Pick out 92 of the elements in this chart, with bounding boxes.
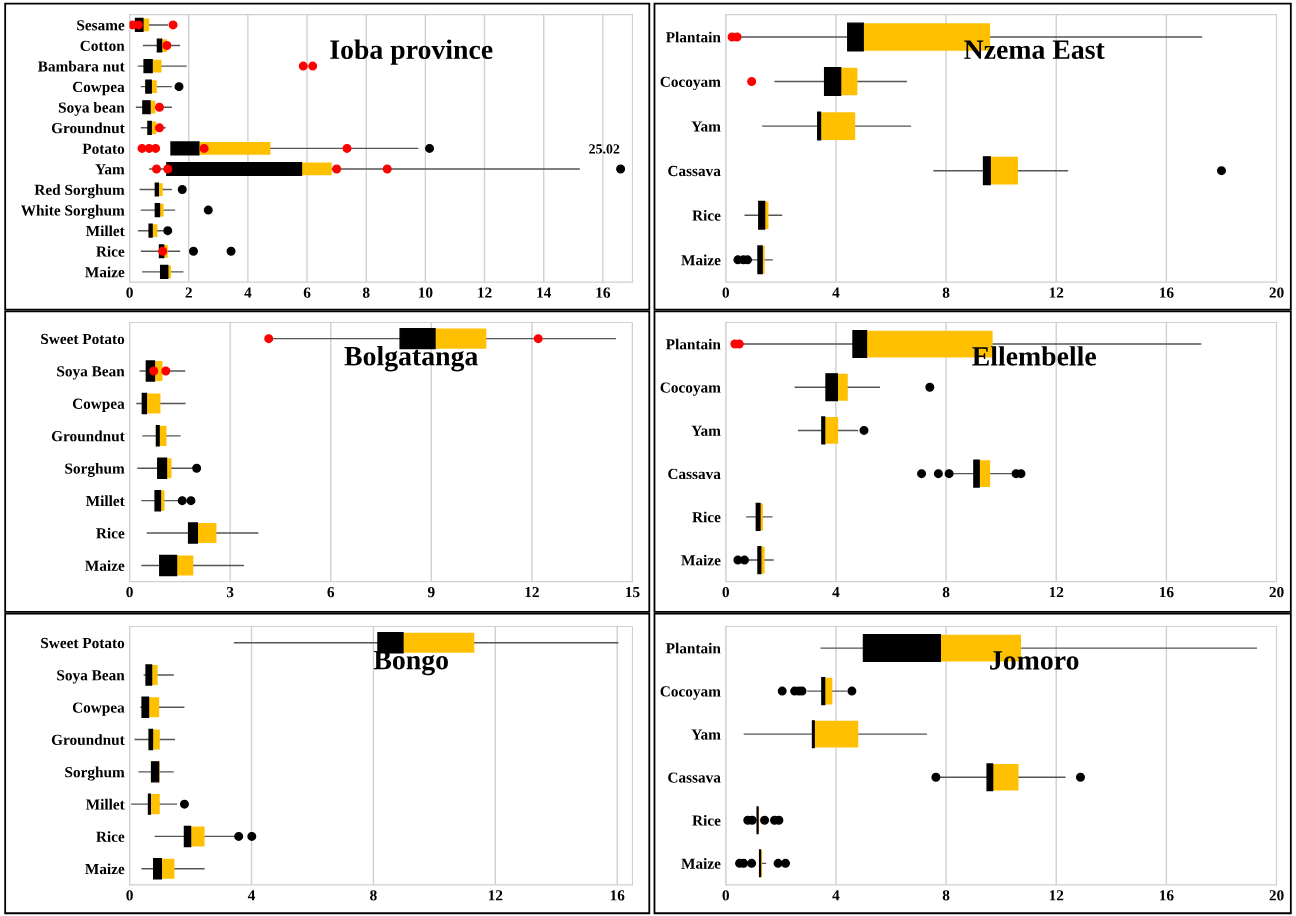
y-tick-label: Plantain	[665, 642, 721, 654]
y-tick-label: Soya bean	[58, 101, 125, 116]
x-tick-label: 6	[303, 287, 311, 298]
y-tick-label: Cassava	[668, 468, 721, 480]
y-tick-label: Cocoyam	[660, 76, 721, 91]
x-tick-label: 4	[832, 587, 840, 598]
y-tick-label: Cowpea	[72, 81, 125, 96]
x-tick-label: 12	[1049, 587, 1064, 598]
x-tick-label: 8	[362, 287, 370, 298]
text: Ellembelle	[972, 346, 1096, 366]
x-tick-label: 0	[126, 287, 133, 298]
x-tick-label: 16	[596, 287, 611, 298]
text: Jomoro	[990, 651, 1079, 670]
y-tick-label: Rice	[692, 511, 721, 523]
x-tick-label: 4	[244, 287, 252, 298]
x-tick-label: 12	[478, 287, 492, 298]
y-tick-label: Rice	[96, 831, 125, 842]
y-tick-label: Sweet Potato	[41, 333, 125, 345]
y-tick-label: Maize	[681, 858, 721, 869]
y-tick-label: Groundnut	[51, 430, 125, 442]
x-tick-label: 20	[1269, 287, 1284, 298]
y-tick-label: Cassava	[668, 772, 721, 783]
x-tick-label: 16	[1159, 890, 1174, 901]
y-tick-label: Yam	[691, 121, 721, 132]
y-tick-label: Yam	[691, 729, 721, 740]
y-tick-label: Yam	[691, 425, 721, 436]
x-tick-label: 14	[537, 287, 552, 298]
y-tick-label: Maize	[681, 254, 721, 266]
x-tick-label: 3	[226, 587, 234, 598]
text: Ioba province	[330, 39, 493, 65]
y-tick-label: Sweet Potato	[41, 637, 125, 649]
x-tick-label: 8	[370, 890, 377, 901]
x-tick-label: 4	[247, 890, 256, 901]
y-tick-label: Rice	[692, 814, 721, 826]
x-tick-label: 0	[126, 890, 133, 901]
x-tick-label: 16	[1159, 587, 1174, 598]
y-tick-label: Rice	[692, 209, 721, 221]
x-tick-label: 16	[610, 890, 625, 901]
y-tick-label: White Sorghum	[20, 204, 125, 219]
y-tick-label: Sesame	[77, 20, 125, 31]
y-tick-label: Soya Bean	[57, 366, 125, 380]
y-tick-label: Millet	[85, 798, 125, 810]
x-tick-label: 0	[126, 586, 133, 598]
y-tick-label: Cassava	[668, 165, 721, 177]
text: Nzema East	[964, 40, 1105, 60]
y-tick-label: Maize	[85, 560, 125, 571]
x-tick-label: 0	[722, 890, 729, 901]
y-tick-label: Groundnut	[51, 734, 125, 746]
x-tick-label: 0	[722, 586, 729, 598]
y-tick-label: Rice	[96, 245, 125, 257]
x-tick-label: 16	[1159, 287, 1174, 298]
x-tick-label: 12	[488, 890, 503, 901]
x-tick-label: 20	[1269, 586, 1284, 598]
x-tick-label: 12	[1049, 287, 1064, 298]
x-tick-label: 12	[525, 587, 539, 598]
x-tick-label: 6	[327, 587, 335, 598]
y-tick-label: Soya Bean	[57, 670, 125, 684]
y-tick-label: Sorghum	[65, 462, 125, 477]
y-tick-label: Cowpea	[72, 398, 125, 412]
x-tick-label: 8	[942, 287, 950, 298]
y-tick-label: Cowpea	[72, 702, 125, 716]
y-tick-label: Cotton	[80, 40, 125, 51]
y-tick-label: Red Sorghum	[34, 184, 125, 199]
y-tick-label: Sorghum	[65, 766, 125, 781]
x-tick-label: 4	[832, 287, 840, 298]
y-tick-label: Maize	[681, 554, 721, 566]
y-tick-label: Bambara nut	[37, 60, 125, 72]
x-tick-label: 15	[626, 587, 640, 598]
x-tick-label: 8	[942, 890, 950, 901]
x-tick-label: 8	[942, 586, 950, 598]
x-tick-label: 9	[427, 587, 435, 598]
x-tick-label: 10	[418, 287, 433, 298]
y-tick-label: Cocoyam	[660, 686, 721, 700]
y-tick-label: Potato	[82, 143, 125, 154]
annotation: 25.02	[589, 144, 620, 154]
y-tick-label: Millet	[85, 495, 125, 507]
x-tick-label: 12	[1049, 890, 1064, 901]
text: Bongo	[373, 650, 448, 676]
x-tick-label: 2	[185, 287, 192, 298]
x-tick-label: 20	[1269, 890, 1284, 901]
y-tick-label: Maize	[85, 863, 125, 875]
y-tick-label: Rice	[96, 527, 125, 539]
y-tick-label: Groundnut	[51, 122, 125, 134]
y-tick-label: Millet	[85, 225, 125, 237]
text: Bolgatanga	[344, 346, 478, 372]
x-tick-label: 0	[722, 287, 729, 298]
x-tick-label: 4	[832, 890, 840, 901]
y-tick-label: Plantain	[665, 338, 721, 350]
y-tick-label: Plantain	[665, 31, 721, 43]
y-tick-label: Maize	[85, 266, 125, 278]
y-tick-label: Yam	[95, 164, 125, 175]
y-tick-label: Cocoyam	[660, 382, 721, 396]
